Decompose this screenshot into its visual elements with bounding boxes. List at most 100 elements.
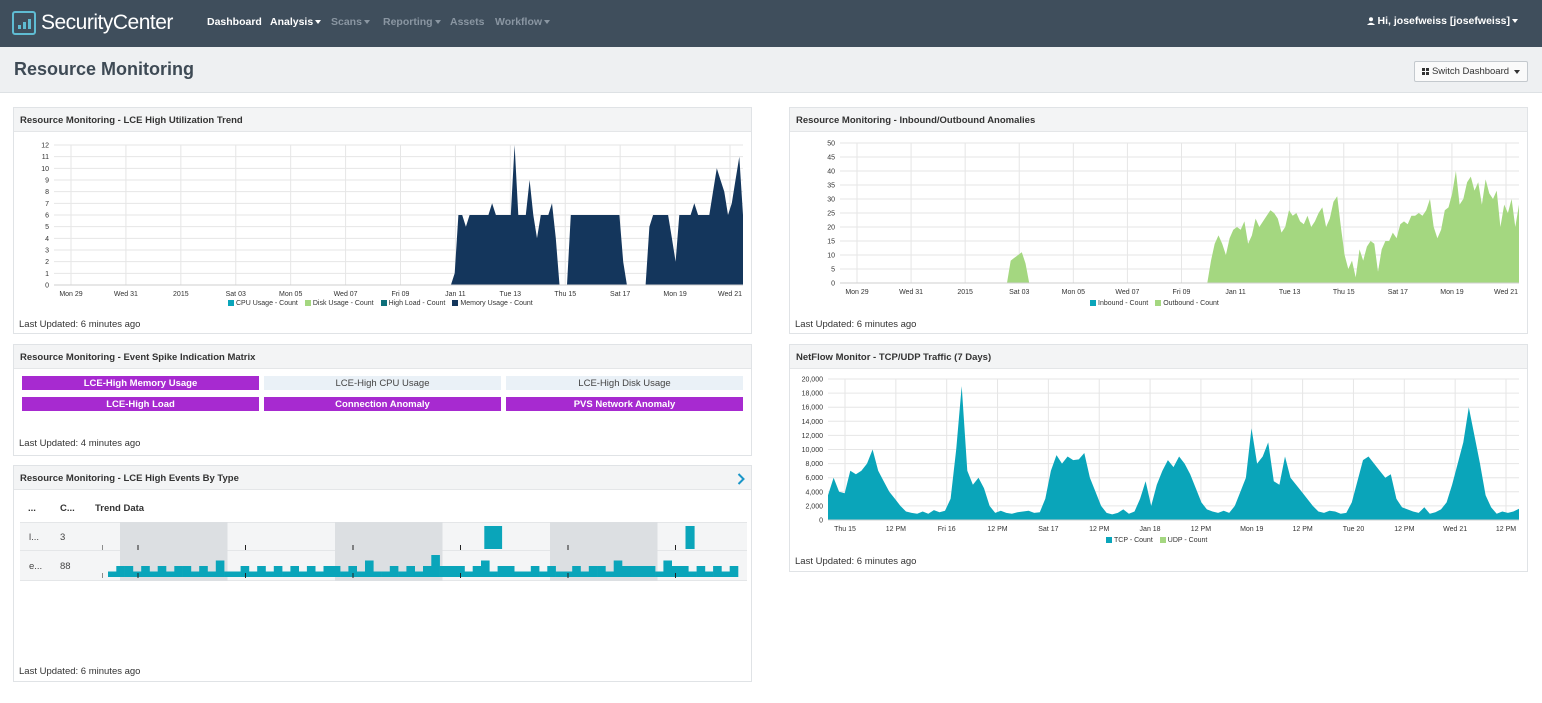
y-tick-label: 9 xyxy=(45,178,49,185)
user-menu[interactable]: Hi, josefweiss [josefweiss] xyxy=(1366,15,1518,27)
y-tick-label: 2,000 xyxy=(805,503,823,510)
y-tick-label: 5 xyxy=(45,224,49,231)
legend-item[interactable]: Inbound - Count xyxy=(1090,300,1148,307)
sparkline-bar xyxy=(646,566,656,577)
sparkline-bar xyxy=(447,566,457,577)
row-count: 3 xyxy=(60,532,66,543)
x-tick-label: Fri 09 xyxy=(392,291,410,298)
spike-matrix-panel: Resource Monitoring - Event Spike Indica… xyxy=(13,344,752,456)
last-updated: Last Updated: 6 minutes ago xyxy=(795,556,917,567)
events-by-type-panel: Resource Monitoring - LCE High Events By… xyxy=(13,465,752,682)
legend-label: CPU Usage - Count xyxy=(236,300,298,307)
panel-title: NetFlow Monitor - TCP/UDP Traffic (7 Day… xyxy=(790,345,1527,369)
x-tick-label: Wed 21 xyxy=(1494,289,1518,296)
sparkline-bar xyxy=(505,566,515,577)
legend-swatch xyxy=(1155,300,1162,307)
chart-legend: CPU Usage - Count Disk Usage - Count Hig… xyxy=(228,300,533,307)
y-tick-label: 5 xyxy=(831,267,835,274)
nav-workflow-label: Workflow xyxy=(495,16,543,28)
switch-dashboard-label: Switch Dashboard xyxy=(1431,66,1510,77)
sparkline-bar xyxy=(493,526,503,549)
y-tick-label: 25 xyxy=(827,211,835,218)
x-tick-label: 12 PM xyxy=(886,526,906,533)
y-tick-label: 6 xyxy=(45,213,49,220)
sparkline-bar xyxy=(489,571,498,577)
y-tick-label: 6,000 xyxy=(805,475,823,482)
x-tick-label: Thu 15 xyxy=(1333,289,1355,296)
panel-title: Resource Monitoring - Event Spike Indica… xyxy=(14,345,751,369)
sparkline-bar xyxy=(514,571,523,577)
y-tick-label: 4,000 xyxy=(805,489,823,496)
matrix-cell[interactable]: LCE-High Memory Usage xyxy=(22,376,259,390)
sparkline-bar xyxy=(663,560,672,577)
column-header-trend[interactable]: Trend Data xyxy=(95,503,145,514)
matrix-cell[interactable]: LCE-High Disk Usage xyxy=(506,376,743,390)
legend-item[interactable]: Memory Usage - Count xyxy=(452,300,533,307)
sparkline-bar xyxy=(182,566,192,577)
legend-item[interactable]: CPU Usage - Count xyxy=(228,300,298,307)
legend-label: Inbound - Count xyxy=(1098,300,1149,307)
legend-item[interactable]: TCP - Count xyxy=(1106,537,1153,544)
chevron-down-icon xyxy=(434,20,441,25)
y-tick-label: 2 xyxy=(45,259,49,266)
y-tick-label: 18,000 xyxy=(802,391,824,398)
panel-title: Resource Monitoring - LCE High Events By… xyxy=(14,466,751,490)
chevron-down-icon xyxy=(363,20,370,25)
sparkline-bar xyxy=(365,560,374,577)
sparkline-bar xyxy=(199,566,208,577)
nav-assets[interactable]: Assets xyxy=(450,16,485,28)
x-tick-label: Wed 21 xyxy=(718,291,742,298)
last-updated: Last Updated: 6 minutes ago xyxy=(795,319,917,330)
x-tick-label: Sat 03 xyxy=(226,291,246,298)
matrix-cell[interactable]: PVS Network Anomaly xyxy=(506,397,743,411)
sparkline-bar xyxy=(423,566,432,577)
nav-workflow[interactable]: Workflow xyxy=(495,16,551,28)
sparkline-bar xyxy=(605,571,614,577)
y-tick-label: 0 xyxy=(819,518,823,525)
legend-label: High Load - Count xyxy=(388,300,446,307)
legend-item[interactable]: UDP - Count xyxy=(1159,537,1207,544)
legend-item[interactable]: Outbound - Count xyxy=(1155,300,1219,307)
sparkline-bar xyxy=(572,566,581,577)
legend-swatch xyxy=(380,300,387,307)
page-header: Resource Monitoring Switch Dashboard xyxy=(0,47,1542,93)
column-header-count[interactable]: C... xyxy=(60,503,75,514)
y-tick-label: 35 xyxy=(827,183,835,190)
legend-item[interactable]: Disk Usage - Count xyxy=(304,300,374,307)
sparkline-bar xyxy=(348,566,357,577)
sparkline-bar xyxy=(298,571,308,577)
x-tick-label: 12 PM xyxy=(1191,526,1211,533)
nav-reporting[interactable]: Reporting xyxy=(383,16,441,28)
matrix-cell[interactable]: Connection Anomaly xyxy=(264,397,501,411)
switch-dashboard-button[interactable]: Switch Dashboard xyxy=(1414,61,1528,82)
sparkline-bar xyxy=(306,566,316,577)
x-tick-label: Thu 15 xyxy=(834,526,856,533)
sparkline-bar xyxy=(389,566,399,577)
nav-reporting-label: Reporting xyxy=(383,16,433,28)
x-tick-label: Jan 18 xyxy=(1140,526,1161,533)
chevron-down-icon xyxy=(1514,69,1521,74)
chart-legend: TCP - Count UDP - Count xyxy=(1106,537,1207,544)
sparkline-bar xyxy=(414,571,424,577)
x-tick-label: Sat 17 xyxy=(1388,289,1408,296)
sparkline-bar xyxy=(685,526,695,549)
nav-dashboard[interactable]: Dashboard xyxy=(207,16,262,28)
x-tick-label: Mon 19 xyxy=(1440,289,1463,296)
nav-scans[interactable]: Scans xyxy=(331,16,370,28)
legend-item[interactable]: High Load - Count xyxy=(380,300,446,307)
sparkline-bar xyxy=(315,571,324,577)
matrix-cell[interactable]: LCE-High CPU Usage xyxy=(264,376,501,390)
nav-analysis[interactable]: Analysis xyxy=(270,16,322,28)
x-tick-label: Sat 17 xyxy=(610,291,630,298)
legend-swatch xyxy=(228,300,234,307)
sparkline-bar xyxy=(290,566,299,577)
sparkline-bar xyxy=(207,571,217,577)
matrix-cell[interactable]: LCE-High Load xyxy=(22,397,259,411)
app-logo[interactable]: SecurityCenter xyxy=(12,10,173,36)
column-header-type[interactable]: ... xyxy=(28,503,36,514)
row-type: e... xyxy=(29,561,43,572)
chevron-right-icon[interactable] xyxy=(737,473,745,485)
x-tick-label: 12 PM xyxy=(1292,526,1312,533)
legend-swatch xyxy=(1090,300,1096,307)
